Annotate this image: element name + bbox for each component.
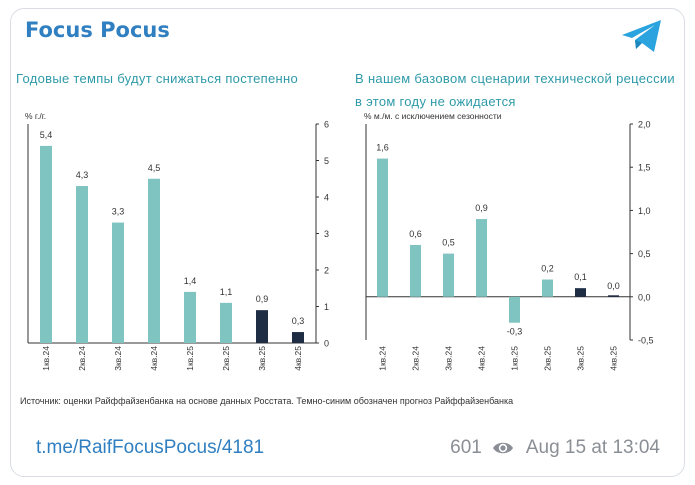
right-chart-y-tick-label: 1,0 [638,206,651,216]
right-chart-category-label: 3кв.24 [444,346,454,371]
left-chart-category-label: 4кв.24 [149,346,159,371]
post-meta: 601 Aug 15 at 13:04 [450,437,660,459]
right-chart-category-label: 3кв.25 [576,346,586,371]
left-chart-bar [220,302,232,343]
right-chart-category-label: 2кв.24 [411,346,421,371]
left-chart-value-label: 4,3 [76,170,89,180]
left-chart-value-label: 1,4 [184,276,197,286]
left-chart-y-tick-label: 2 [324,266,329,276]
left-chart-value-label: 4,5 [148,163,161,173]
left-chart-category-label: 2кв.25 [221,346,231,371]
right-chart-category-label: 1кв.25 [510,346,520,371]
left-chart-value-label: 0,3 [292,316,305,326]
right-chart-bar [410,244,421,297]
source-note: Источник: оценки Райффайзенбанка на осно… [20,396,514,406]
left-chart-bar [184,291,196,343]
left-chart-y-tick-label: 6 [324,120,329,130]
right-chart-y-tick-label: 2,0 [638,120,651,130]
right-chart-value-label: 0,5 [442,238,455,248]
telegram-plane-icon[interactable] [620,18,664,54]
left-chart-category-label: 4кв.25 [293,346,303,371]
left-chart-bar [148,178,160,343]
left-chart-category-label: 3кв.24 [113,346,123,371]
left-chart-category-label: 1кв.25 [185,346,195,371]
right-chart-bar [575,288,586,297]
left-chart-bar [40,145,52,343]
left-chart-bar [292,332,304,343]
right-chart-bar [443,253,454,297]
right-chart-y-tick-label: -0,5 [638,336,654,346]
right-chart-category-label: 1кв.24 [378,346,388,371]
right-chart-bar [476,219,487,297]
right-chart-value-label: 0,0 [607,281,620,291]
right-chart-value-label: 0,1 [574,272,587,282]
right-chart-value-label: 0,6 [409,229,422,239]
view-count: 601 [450,437,482,458]
right-chart-category-label: 4кв.25 [609,346,619,371]
channel-name[interactable]: Focus Pocus [25,18,170,42]
left-chart-y-tick-label: 5 [324,156,329,166]
right-chart-bar [509,296,520,323]
chart-title-right: В нашем базовом сценарии технической рец… [355,67,675,113]
right-chart-y-tick-label: 0,0 [638,292,651,302]
left-chart-value-label: 0,9 [256,294,269,304]
left-chart-y-tick-label: 1 [324,302,329,312]
right-chart-bar [377,158,388,297]
right-chart-value-label: 0,9 [475,203,488,213]
left-chart-category-label: 2кв.24 [77,346,87,371]
right-chart-value-label: 0,2 [541,264,554,274]
yoy-growth-chart: % г./г. 0 1 2 3 4 5 6 5,4 1кв.24 4,3 2кв.24 3,3 3кв.2… [25,111,329,371]
right-chart-value-label: 1,6 [376,143,389,153]
right-chart-axis-unit: % м./м. с исключением сезонности [364,111,502,121]
left-chart-y-tick-label: 3 [324,229,329,239]
eye-icon [492,442,513,454]
right-chart-category-label: 4кв.24 [477,346,487,371]
left-chart-axis-unit: % г./г. [25,111,46,121]
post-link[interactable]: t.me/RaifFocusPocus/4181 [36,437,265,458]
left-chart-y-tick-label: 0 [324,339,329,349]
left-chart-y-tick-label: 4 [324,193,329,203]
left-chart-bar [112,222,124,343]
right-chart-bar [542,279,553,297]
qoq-growth-chart: % м./м. с исключением сезонности -0,5 0,0 0… [364,111,654,371]
left-chart-bar [76,186,88,343]
left-chart-category-label: 3кв.25 [257,346,267,371]
left-chart-value-label: 3,3 [112,207,125,217]
left-chart-category-label: 1кв.24 [41,346,51,371]
chart-title-right-text: В нашем базовом сценарии технической рец… [355,71,675,109]
left-chart-value-label: 5,4 [40,130,53,140]
left-chart-value-label: 1,1 [220,287,233,297]
right-chart-value-label: -0,3 [507,327,523,337]
right-chart-y-tick-label: 0,5 [638,249,651,259]
right-chart-y-tick-label: 1,5 [638,163,651,173]
right-chart-bar [608,295,619,297]
post-timestamp: Aug 15 at 13:04 [525,437,660,458]
right-chart-category-label: 2кв.25 [543,346,553,371]
left-chart-bar [256,310,268,343]
chart-title-left: Годовые темпы будут снижаться постепенно [16,71,298,86]
